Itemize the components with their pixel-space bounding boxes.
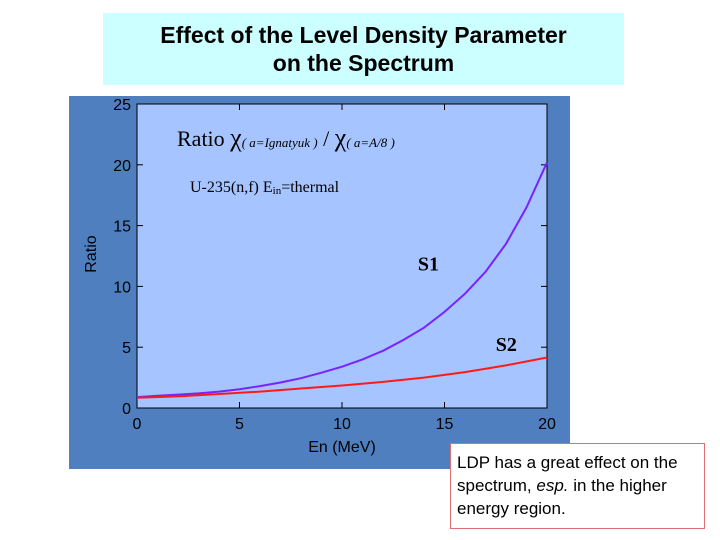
note-text-part2: in the higher energy region.	[457, 476, 667, 518]
x-tick-label: 5	[235, 416, 244, 433]
series-line-s1	[136, 161, 548, 399]
x-tick-label: 0	[133, 416, 142, 433]
y-tick-label: 20	[113, 158, 131, 175]
slide-title-line1: Effect of the Level Density Parameter	[160, 22, 567, 48]
x-tick-label: 20	[538, 416, 556, 433]
y-tick-label: 15	[113, 219, 131, 236]
y-tick-label: 5	[122, 340, 131, 357]
ratio-chart: Ratio χ( a=Ignatyuk ) / χ( a=A/8 ) U-235…	[69, 96, 570, 469]
series-label-s2: S2	[496, 334, 517, 356]
y-tick-label: 0	[122, 401, 131, 418]
note-box: LDP has a great effect on the spectrum, …	[450, 443, 705, 529]
y-tick-label: 25	[113, 97, 131, 114]
series-line-s2	[136, 356, 548, 399]
chart-panel: Ratio χ( a=Ignatyuk ) / χ( a=A/8 ) U-235…	[69, 96, 570, 469]
slide-title-line2: on the Spectrum	[272, 50, 455, 76]
series-label-s1: S1	[418, 254, 439, 276]
annotation-reaction: U-235(n,f) Ein=thermal	[190, 179, 340, 197]
y-tick-label: 10	[113, 279, 131, 296]
plot-area	[136, 103, 548, 409]
note-text-part1: LDP has a great effect on the spectrum,	[457, 453, 678, 495]
x-axis-label: En (MeV)	[308, 439, 376, 456]
x-tick-label: 10	[333, 416, 351, 433]
y-axis-label: Ratio	[83, 235, 100, 272]
slide-title: Effect of the Level Density Parameter on…	[103, 13, 624, 85]
x-tick-label: 15	[436, 416, 454, 433]
annotation-title: Ratio χ( a=Ignatyuk ) / χ( a=A/8 )	[177, 123, 395, 152]
note-text-emphasis: esp.	[536, 476, 569, 495]
